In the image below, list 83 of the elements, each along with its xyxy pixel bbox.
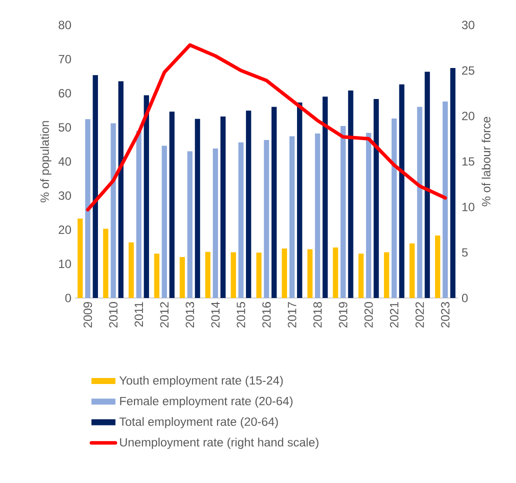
- y2-tick-label: 5: [462, 248, 468, 257]
- bar: [220, 116, 226, 298]
- y-tick-label: 20: [58, 226, 72, 234]
- bar: [340, 126, 346, 298]
- legend-label: Total employment rate (20-64): [119, 417, 278, 428]
- bar: [187, 151, 192, 298]
- bar: [110, 123, 116, 298]
- bar: [435, 236, 440, 298]
- bar: [399, 84, 404, 298]
- legend-label: Unemployment rate (right hand scale): [120, 438, 318, 449]
- bar: [297, 102, 302, 298]
- y2-axis-title: % of labour force: [482, 116, 490, 206]
- x-tick-label: 2018: [313, 302, 322, 328]
- x-tick-label: 2009: [84, 302, 92, 328]
- x-tick-label: 2011: [134, 302, 144, 327]
- bar: [169, 112, 175, 298]
- y2-tick-label: 15: [462, 157, 474, 166]
- legend-label: Female employment rate (20-64): [120, 396, 292, 408]
- bar: [374, 99, 379, 298]
- bar: [332, 247, 338, 298]
- legend-label: Youth employment rate (15-24): [119, 376, 283, 388]
- y2-tick-label: 0: [462, 294, 468, 302]
- bar: [238, 142, 244, 298]
- bar: [314, 134, 320, 298]
- bar: [180, 257, 185, 298]
- x-tick-label: 2013: [186, 302, 194, 328]
- bar: [205, 252, 210, 298]
- bar: [417, 106, 422, 298]
- y-tick-label: 0: [65, 294, 72, 302]
- y-tick-label: 60: [58, 89, 72, 98]
- bar: [85, 119, 90, 298]
- bar: [212, 148, 218, 298]
- y-tick-label: 80: [58, 20, 72, 30]
- y-tick-label: 70: [58, 54, 72, 64]
- x-tick-label: 2012: [160, 302, 169, 328]
- x-tick-label: 2021: [390, 302, 398, 328]
- bar: [424, 72, 430, 298]
- bar: [136, 130, 142, 298]
- y2-tick-label: 25: [462, 66, 474, 75]
- x-tick-label: 2010: [109, 302, 118, 328]
- y2-tick-label: 20: [462, 112, 474, 120]
- x-tick-label: 2020: [364, 302, 373, 328]
- bar: [322, 96, 328, 298]
- bar: [154, 254, 160, 298]
- bar: [246, 110, 252, 298]
- x-tick-label: 2015: [236, 302, 246, 328]
- x-tick-label: 2014: [211, 302, 220, 328]
- bar: [92, 75, 98, 298]
- bar: [450, 68, 456, 298]
- bar: [128, 242, 134, 298]
- bar: [358, 254, 364, 298]
- y-tick-label: 10: [59, 260, 72, 268]
- x-tick-label: 2016: [262, 302, 271, 328]
- bar: [103, 228, 108, 298]
- bar: [348, 90, 354, 298]
- bar: [162, 146, 167, 298]
- y-tick-label: 50: [58, 123, 72, 132]
- x-tick-label: 2017: [288, 302, 296, 328]
- bar: [118, 81, 124, 298]
- y-tick-label: 40: [58, 157, 72, 166]
- bar: [307, 249, 313, 298]
- bar: [392, 118, 397, 298]
- y2-tick-label: 30: [462, 20, 474, 30]
- bar: [289, 136, 295, 298]
- bar: [442, 101, 448, 298]
- bar: [194, 118, 200, 298]
- x-tick-label: 2019: [338, 302, 348, 328]
- line-series: [86, 43, 447, 212]
- y-axis-title: % of population: [40, 121, 52, 202]
- bar: [264, 140, 270, 298]
- bar: [144, 95, 150, 298]
- bar: [230, 252, 236, 298]
- bar: [282, 248, 288, 298]
- x-tick-label: 2022: [415, 302, 424, 328]
- bar: [256, 252, 262, 298]
- bar: [78, 218, 83, 298]
- y-tick-label: 30: [58, 191, 72, 200]
- bar: [272, 106, 277, 298]
- y2-tick-label: 10: [462, 202, 474, 212]
- bar: [410, 243, 415, 298]
- x-tick-label: 2023: [441, 302, 450, 328]
- bar: [366, 132, 372, 298]
- bar: [384, 252, 390, 298]
